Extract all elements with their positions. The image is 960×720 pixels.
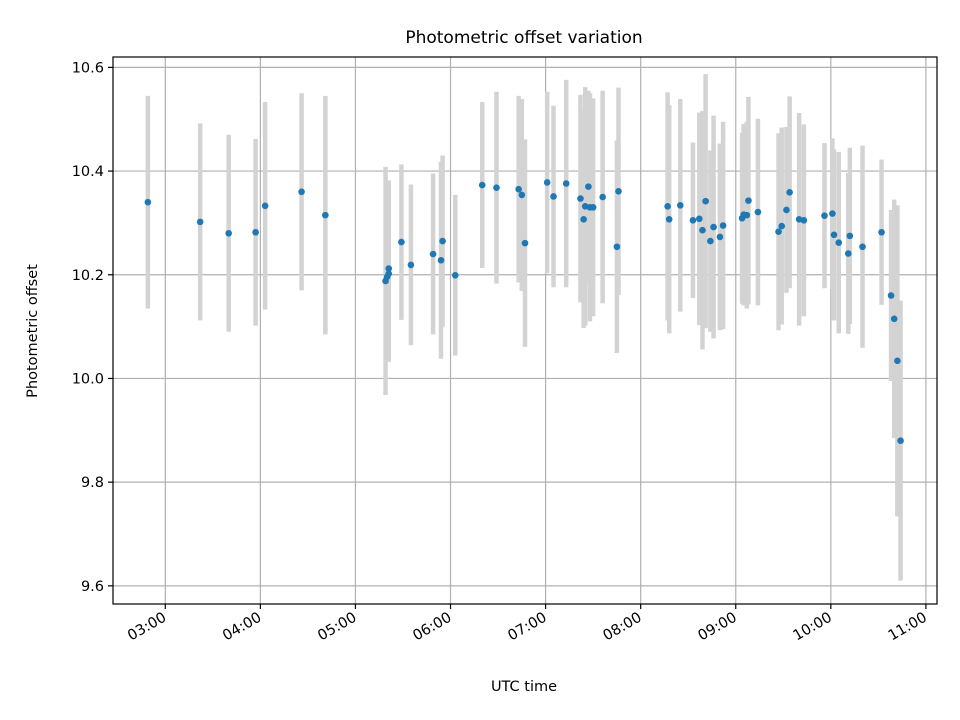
data-points <box>144 179 904 444</box>
data-point <box>775 228 782 236</box>
chart-title: Photometric offset variation <box>405 28 642 48</box>
data-point <box>589 204 597 211</box>
data-point <box>859 243 866 251</box>
y-tick-label: 9.8 <box>81 475 104 491</box>
data-point <box>550 193 557 200</box>
data-point <box>478 181 486 189</box>
data-point <box>493 184 500 191</box>
y-tick-label: 10.6 <box>72 60 104 76</box>
y-tick-label: 10.0 <box>72 371 104 387</box>
data-point <box>835 239 843 246</box>
data-point <box>521 239 529 247</box>
data-point <box>437 256 445 264</box>
plot-frame <box>112 56 938 605</box>
x-tick-label: 07:00 <box>505 610 549 645</box>
data-point <box>252 228 259 236</box>
data-point <box>783 206 790 214</box>
data-point <box>894 357 901 365</box>
data-point <box>665 215 673 223</box>
data-point <box>515 185 522 193</box>
data-point <box>407 261 415 269</box>
x-tick-label: 04:00 <box>220 610 264 645</box>
data-point <box>887 292 895 299</box>
data-point <box>518 191 526 199</box>
data-point <box>743 211 751 219</box>
data-point <box>225 229 232 237</box>
data-point <box>897 437 904 444</box>
data-point <box>261 202 269 210</box>
data-point <box>385 270 393 278</box>
data-point <box>890 315 898 323</box>
data-point <box>615 187 622 195</box>
x-tick-label: 10:00 <box>791 610 835 645</box>
data-point <box>716 233 724 241</box>
y-tick-label: 10.2 <box>72 268 104 284</box>
data-point <box>745 197 752 204</box>
data-point <box>451 271 459 279</box>
data-point <box>585 183 592 190</box>
data-point <box>689 217 697 224</box>
data-point <box>676 201 684 209</box>
y-tick-label: 10.4 <box>72 164 104 180</box>
data-point <box>613 243 621 251</box>
data-point <box>846 232 854 240</box>
data-point <box>710 223 717 231</box>
data-point <box>562 180 570 187</box>
data-point <box>144 198 152 206</box>
x-tick-label: 08:00 <box>600 610 644 645</box>
data-point <box>719 222 727 229</box>
data-point <box>664 203 671 210</box>
x-axis-label: UTC time <box>491 679 557 695</box>
data-point <box>821 212 828 219</box>
x-tick-label: 03:00 <box>125 610 169 645</box>
x-tick-label: 06:00 <box>410 610 454 645</box>
x-tick-label: 11:00 <box>886 610 930 645</box>
data-point <box>829 210 836 217</box>
data-point <box>196 218 204 226</box>
data-point <box>699 226 706 234</box>
data-point <box>778 222 786 230</box>
data-point <box>754 208 762 216</box>
x-tick-label: 05:00 <box>315 610 359 645</box>
data-point <box>707 237 714 245</box>
axes <box>108 56 938 609</box>
data-point <box>878 228 885 236</box>
y-tick-label: 9.6 <box>81 579 104 595</box>
data-point <box>429 250 437 258</box>
data-point <box>702 197 709 205</box>
data-point <box>830 231 838 239</box>
data-point <box>580 215 587 223</box>
data-point <box>398 238 405 246</box>
data-point <box>800 217 808 224</box>
data-point <box>696 215 703 223</box>
data-point <box>786 189 793 196</box>
data-point <box>577 195 584 202</box>
data-point <box>599 193 606 201</box>
data-point <box>322 211 329 219</box>
data-point <box>543 179 551 186</box>
data-point <box>844 250 852 257</box>
y-axis-label: Photometric offset <box>25 264 41 398</box>
data-point <box>298 188 305 196</box>
x-tick-label: 09:00 <box>696 610 740 645</box>
data-point <box>385 265 393 272</box>
data-point <box>439 237 446 245</box>
